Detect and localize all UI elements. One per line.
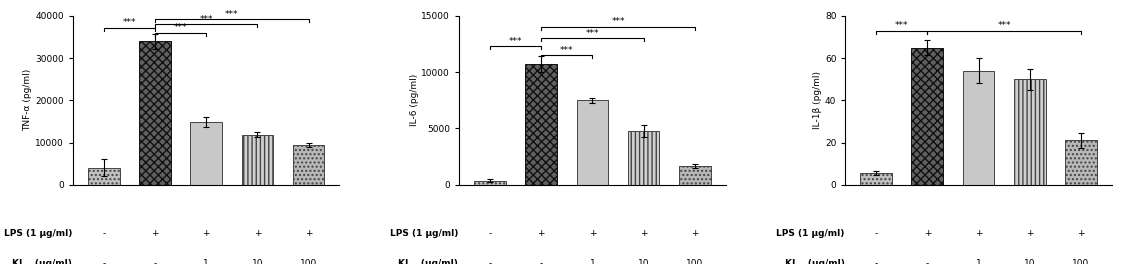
Text: ***: *** (997, 21, 1011, 30)
Text: LPS (1 μg/ml): LPS (1 μg/ml) (776, 229, 844, 238)
Text: -: - (102, 259, 106, 264)
Text: +: + (304, 229, 312, 238)
Text: ***: *** (122, 18, 136, 27)
Text: -: - (875, 229, 878, 238)
Bar (1014, 79, 1046, 185)
Text: 10: 10 (252, 259, 263, 264)
Text: ***: *** (509, 37, 522, 46)
Text: 1: 1 (590, 259, 595, 264)
Text: +: + (254, 229, 262, 238)
Text: ***: *** (560, 46, 574, 55)
Text: -: - (925, 259, 929, 264)
Text: +: + (975, 229, 983, 238)
Text: -: - (102, 229, 106, 238)
Text: KJ    (μg/ml): KJ (μg/ml) (399, 259, 458, 264)
Text: +: + (202, 229, 210, 238)
Text: 1: 1 (976, 259, 982, 264)
Text: 100: 100 (686, 259, 703, 264)
Bar (576, 100, 609, 185)
Text: +: + (923, 229, 931, 238)
Y-axis label: IL-6 (pg/ml): IL-6 (pg/ml) (410, 74, 419, 126)
Text: +: + (640, 229, 647, 238)
Text: +: + (691, 229, 699, 238)
Text: +: + (588, 229, 596, 238)
Bar (293, 145, 325, 185)
Bar (526, 64, 557, 185)
Bar (962, 71, 995, 185)
Text: +: + (1026, 229, 1033, 238)
Text: ***: *** (585, 29, 600, 38)
Text: ***: *** (174, 23, 188, 32)
Text: 10: 10 (1024, 259, 1035, 264)
Bar (474, 181, 505, 185)
Text: KJ    (μg/ml): KJ (μg/ml) (12, 259, 72, 264)
Bar (190, 122, 222, 185)
Text: 1: 1 (203, 259, 209, 264)
Bar (241, 135, 273, 185)
Bar (679, 166, 711, 185)
Text: LPS (1 μg/ml): LPS (1 μg/ml) (390, 229, 458, 238)
Bar (912, 48, 943, 185)
Text: 100: 100 (300, 259, 317, 264)
Y-axis label: IL-1β (pg/ml): IL-1β (pg/ml) (813, 71, 822, 129)
Text: +: + (152, 229, 158, 238)
Text: -: - (539, 259, 542, 264)
Text: ***: *** (225, 10, 238, 18)
Bar (860, 173, 892, 185)
Text: ***: *** (895, 21, 909, 30)
Text: -: - (489, 259, 492, 264)
Text: -: - (154, 259, 156, 264)
Text: ***: *** (611, 17, 624, 26)
Bar (628, 131, 659, 185)
Text: -: - (875, 259, 878, 264)
Text: -: - (489, 229, 492, 238)
Bar (88, 168, 120, 185)
Text: LPS (1 μg/ml): LPS (1 μg/ml) (3, 229, 72, 238)
Text: +: + (1077, 229, 1085, 238)
Text: KJ    (μg/ml): KJ (μg/ml) (785, 259, 844, 264)
Y-axis label: TNF-α (pg/ml): TNF-α (pg/ml) (24, 69, 33, 131)
Text: +: + (538, 229, 545, 238)
Bar (139, 41, 171, 185)
Text: 100: 100 (1072, 259, 1089, 264)
Bar (1065, 140, 1097, 185)
Text: ***: *** (200, 15, 213, 23)
Text: 10: 10 (638, 259, 649, 264)
